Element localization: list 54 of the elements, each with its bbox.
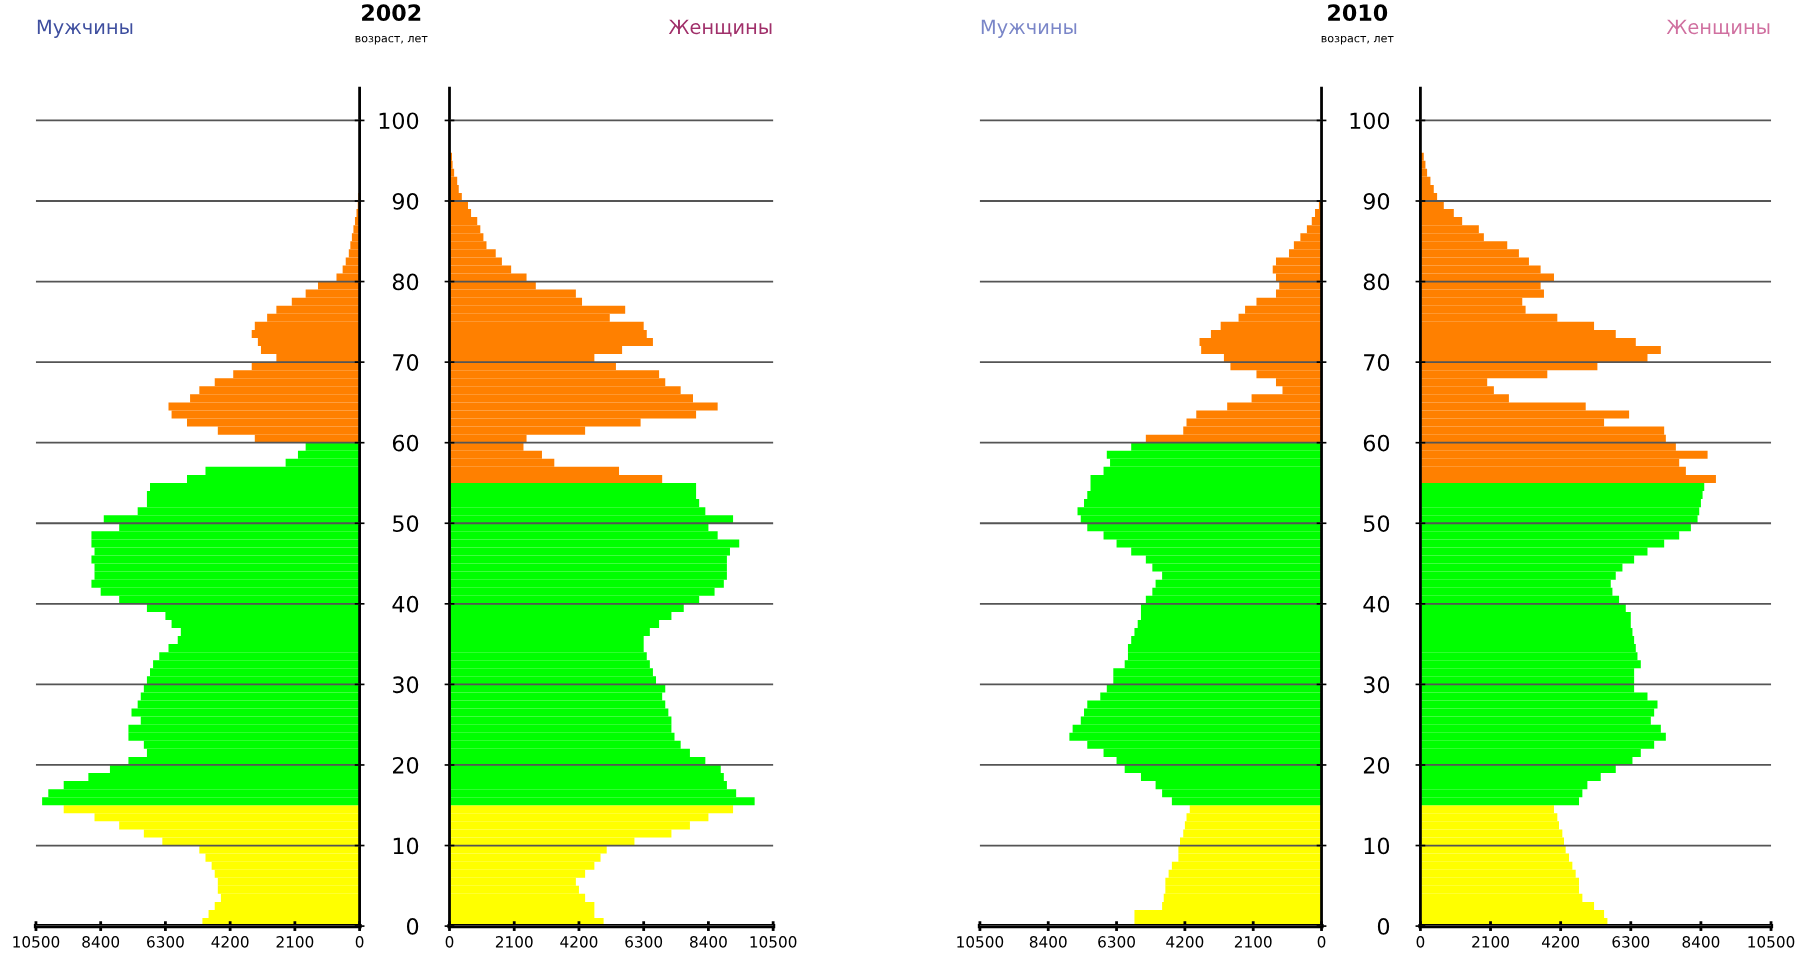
x-tick-label: 4200 — [1166, 936, 1204, 948]
x-tick-label: 10500 — [1748, 936, 1795, 948]
y-tick-label: 70 — [1364, 354, 1390, 371]
chart-title: Женщины — [1666, 19, 1770, 37]
x-tick-label: 10500 — [750, 936, 797, 948]
y-tick-label: 60 — [392, 434, 419, 452]
y-axis-title: возраст, лет — [355, 35, 428, 45]
y-tick-label: 80 — [392, 273, 419, 291]
y-tick-label: 90 — [1363, 192, 1390, 210]
y-tick-label: 30 — [393, 676, 419, 694]
chart-subtitle: 2002 — [362, 4, 421, 22]
y-tick-label: 10 — [393, 837, 419, 855]
x-tick-label: 6300 — [1098, 936, 1135, 948]
y-tick-label: 40 — [392, 595, 419, 613]
chart-title: Мужчины — [981, 19, 1077, 38]
y-tick-label: 0 — [406, 918, 419, 935]
chart-title: Мужчины — [37, 19, 133, 38]
x-tick-label: 8400 — [1029, 936, 1067, 948]
x-tick-label: 8400 — [82, 936, 120, 948]
x-tick-label: 0 — [355, 936, 364, 948]
x-tick-label: 4200 — [560, 936, 598, 948]
x-tick-label: 8400 — [690, 936, 727, 948]
y-tick-label: 10 — [1364, 837, 1390, 855]
y-tick-label: 20 — [1363, 756, 1390, 774]
x-tick-label: 6300 — [625, 936, 663, 948]
y-tick-label: 100 — [1350, 112, 1390, 130]
x-tick-label: 2100 — [495, 936, 533, 948]
y-tick-label: 40 — [1363, 595, 1390, 613]
y-axis-title: возраст, лет — [1321, 35, 1394, 45]
x-tick-label: 0 — [445, 936, 454, 948]
chart-subtitle: 2010 — [1328, 4, 1388, 22]
x-tick-label: 6300 — [1612, 936, 1650, 948]
y-tick-label: 90 — [392, 192, 419, 210]
x-tick-label: 8400 — [1682, 936, 1720, 948]
x-tick-label: 2100 — [276, 936, 314, 948]
x-tick-label: 6300 — [147, 936, 184, 948]
x-tick-label: 2100 — [1472, 936, 1509, 948]
x-tick-label: 2100 — [1234, 936, 1272, 948]
x-tick-label: 0 — [1317, 936, 1326, 948]
x-tick-label: 4200 — [1541, 936, 1580, 948]
y-tick-label: 60 — [1363, 434, 1390, 452]
y-tick-label: 50 — [393, 515, 419, 533]
y-tick-label: 20 — [392, 756, 419, 774]
x-tick-label: 10500 — [957, 936, 1004, 948]
y-tick-label: 30 — [1363, 676, 1390, 694]
x-tick-label: 0 — [1416, 936, 1425, 948]
y-tick-label: 70 — [393, 354, 419, 371]
y-tick-label: 100 — [379, 112, 419, 130]
x-tick-label: 4200 — [211, 936, 249, 948]
y-tick-label: 0 — [1377, 918, 1390, 935]
x-tick-label: 10500 — [13, 936, 60, 948]
chart-title: Женщины — [668, 19, 772, 37]
y-tick-label: 80 — [1363, 273, 1390, 291]
y-tick-label: 50 — [1364, 515, 1390, 533]
